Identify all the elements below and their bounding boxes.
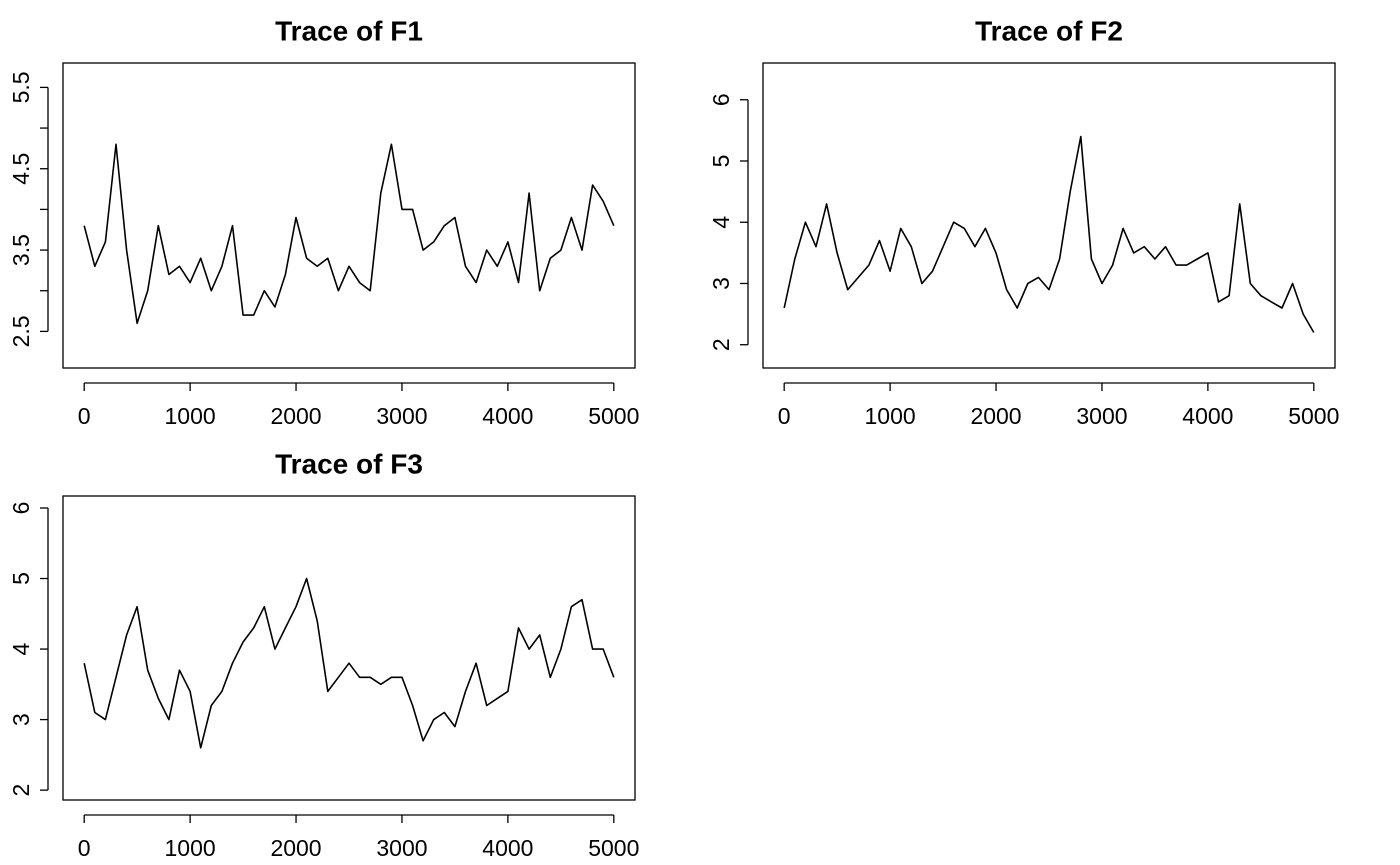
chart-title: Trace of F3 bbox=[275, 448, 423, 479]
x-tick-label: 2000 bbox=[270, 403, 321, 429]
y-tick-label: 3 bbox=[8, 713, 34, 726]
x-tick-label: 1000 bbox=[165, 835, 216, 861]
trace-line bbox=[83, 577, 615, 749]
chart-title: Trace of F1 bbox=[275, 15, 423, 46]
y-tick-label: 2.5 bbox=[8, 315, 34, 347]
x-tick-label: 0 bbox=[778, 403, 791, 429]
y-tick-label: 2 bbox=[8, 784, 34, 797]
y-tick-label: 3.5 bbox=[8, 234, 34, 266]
y-tick-label: 6 bbox=[8, 502, 34, 515]
plot-box bbox=[62, 495, 636, 801]
y-tick-label: 4 bbox=[8, 642, 34, 655]
trace-line bbox=[83, 143, 615, 325]
x-tick-label: 5000 bbox=[588, 403, 639, 429]
x-tick-label: 4000 bbox=[1182, 403, 1233, 429]
y-tick-label: 4.5 bbox=[8, 153, 34, 185]
x-tick-label: 1000 bbox=[865, 403, 916, 429]
x-tick-label: 4000 bbox=[482, 403, 533, 429]
plot-box bbox=[762, 62, 1336, 369]
y-tick-label: 6 bbox=[708, 93, 734, 106]
x-tick-label: 3000 bbox=[1076, 403, 1127, 429]
x-tick-label: 0 bbox=[78, 835, 91, 861]
trace-line bbox=[783, 135, 1315, 333]
x-tick-label: 5000 bbox=[588, 835, 639, 861]
x-tick-label: 1000 bbox=[165, 403, 216, 429]
chart-title: Trace of F2 bbox=[975, 15, 1123, 46]
x-tick-label: 3000 bbox=[376, 835, 427, 861]
y-tick-label: 5 bbox=[708, 155, 734, 168]
y-tick-label: 5 bbox=[8, 572, 34, 585]
x-tick-label: 5000 bbox=[1288, 403, 1339, 429]
x-tick-label: 3000 bbox=[376, 403, 427, 429]
x-tick-label: 2000 bbox=[270, 835, 321, 861]
plot-box bbox=[62, 62, 636, 369]
x-tick-label: 2000 bbox=[970, 403, 1021, 429]
y-tick-label: 5.5 bbox=[8, 71, 34, 103]
x-tick-label: 4000 bbox=[482, 835, 533, 861]
y-tick-label: 4 bbox=[708, 216, 734, 229]
y-tick-label: 2 bbox=[708, 338, 734, 351]
x-tick-label: 0 bbox=[78, 403, 91, 429]
y-tick-label: 3 bbox=[708, 277, 734, 290]
